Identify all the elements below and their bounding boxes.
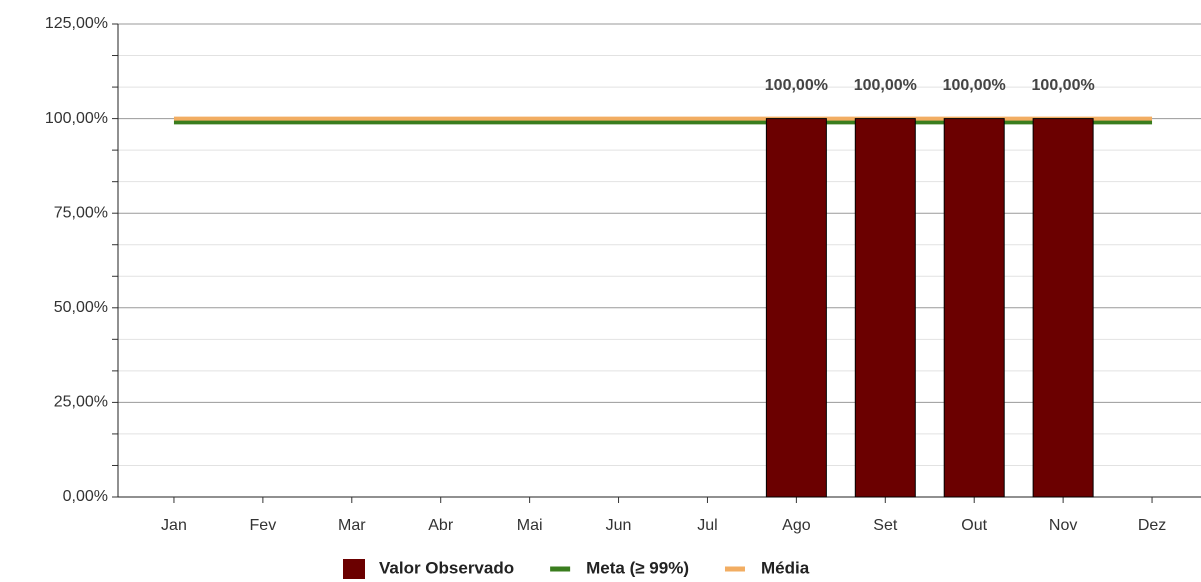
x-tick-label: Jul [697, 517, 717, 534]
legend-label: Média [761, 558, 810, 577]
data-label: 100,00% [1032, 77, 1095, 94]
x-tick-label: Dez [1138, 517, 1166, 534]
x-tick-label: Nov [1049, 517, 1077, 534]
legend-label: Meta (≥ 99%) [586, 558, 689, 577]
x-tick-label: Mai [517, 517, 543, 534]
x-tick-label: Ago [782, 517, 811, 534]
x-tick-label: Jun [606, 517, 632, 534]
data-label: 100,00% [765, 77, 828, 94]
bar [854, 118, 916, 498]
x-tick-label: Fev [250, 517, 277, 534]
y-tick-label: 100,00% [45, 110, 108, 127]
bar [765, 118, 827, 498]
data-label: 100,00% [943, 77, 1006, 94]
bar [943, 118, 1005, 498]
y-tick-label: 25,00% [54, 394, 108, 411]
x-tick-label: Mar [338, 517, 366, 534]
x-tick-label: Out [961, 517, 987, 534]
legend-swatch [343, 559, 365, 579]
x-tick-label: Jan [161, 517, 187, 534]
x-tick-label: Set [873, 517, 898, 534]
y-tick-label: 125,00% [45, 15, 108, 32]
bar [1032, 118, 1094, 498]
y-tick-label: 0,00% [63, 488, 108, 505]
y-tick-label: 75,00% [54, 204, 108, 221]
legend-label: Valor Observado [379, 558, 514, 577]
y-tick-label: 50,00% [54, 299, 108, 316]
x-tick-label: Abr [428, 517, 454, 534]
data-label: 100,00% [854, 77, 917, 94]
